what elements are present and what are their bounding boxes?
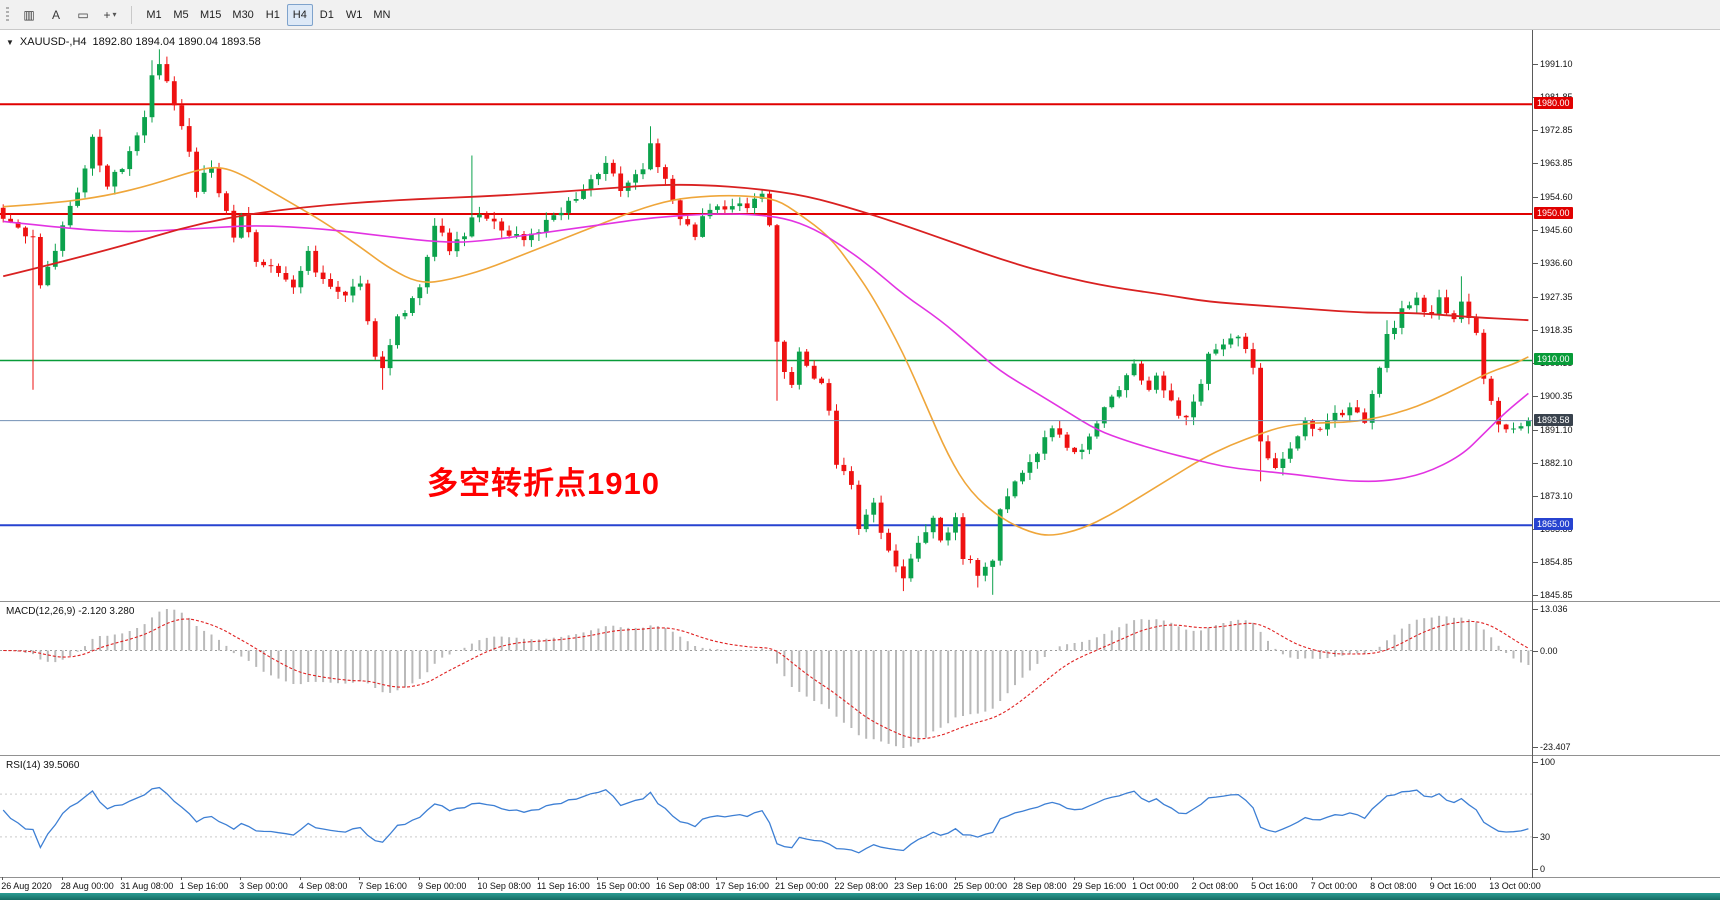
time-tick-label: 5 Oct 16:00 xyxy=(1251,877,1298,891)
price-axis-border xyxy=(1532,30,1533,878)
time-tick-label: 8 Oct 08:00 xyxy=(1370,877,1417,891)
time-tick-label: 31 Aug 08:00 xyxy=(120,877,174,891)
timeframe-button-h1[interactable]: H1 xyxy=(260,4,286,26)
crosshair-icon: + xyxy=(103,7,111,22)
time-tick-label: 28 Aug 00:00 xyxy=(60,877,114,891)
macd-indicator-chart[interactable] xyxy=(0,602,1532,755)
time-tick-label: 4 Sep 08:00 xyxy=(298,877,348,891)
time-tick-label: 9 Oct 16:00 xyxy=(1429,877,1477,891)
chart-bars-icon: ▥ xyxy=(23,7,35,22)
price-tick-label: 1900.35 xyxy=(1533,390,1573,401)
price-tick-label: 1918.35 xyxy=(1533,324,1573,335)
time-tick-label: 1 Sep 16:00 xyxy=(179,877,229,891)
timeframe-button-m30[interactable]: M30 xyxy=(227,4,258,26)
price-tick-label: 1891.10 xyxy=(1533,424,1573,435)
time-tick-label: 3 Sep 00:00 xyxy=(239,877,288,891)
price-tick-label: 1873.10 xyxy=(1533,490,1573,501)
chart-annotation-text[interactable]: 多空转折点1910 xyxy=(427,466,660,501)
current-price-label: 1893.58 xyxy=(1534,413,1573,426)
main-toolbar: ▥ A ▭ + ▾ M1 M5 M15 M30 H1 H4 D1 W1 MN xyxy=(0,0,1720,30)
time-tick-label: 21 Sep 00:00 xyxy=(774,877,829,891)
rsi-indicator-chart[interactable] xyxy=(0,756,1532,877)
rsi-axis-0: 0 xyxy=(1532,864,1546,874)
price-tick-label: 1991.10 xyxy=(1533,58,1573,69)
candlestick-chart[interactable] xyxy=(0,31,1532,601)
macd-axis-min: -23.407 xyxy=(1533,742,1571,752)
time-tick-label: 9 Sep 00:00 xyxy=(417,877,467,891)
time-tick-label: 17 Sep 16:00 xyxy=(715,877,769,891)
timeframe-button-m5[interactable]: M5 xyxy=(168,4,194,26)
toolbar-grip[interactable] xyxy=(6,6,9,23)
timeframe-toolbar: M1 M5 M15 M30 H1 H4 D1 W1 MN xyxy=(141,3,395,26)
rsi-axis-100: 100 xyxy=(1532,757,1556,767)
time-axis-separator xyxy=(0,877,1720,878)
toolbar-separator xyxy=(131,5,132,24)
price-axis[interactable]: 1991.101981.851972.851963.851954.601945.… xyxy=(1532,0,1720,900)
time-tick-label: 15 Sep 00:00 xyxy=(596,877,650,891)
macd-axis-max: 13.036 xyxy=(1533,604,1568,614)
price-tick-label: 1845.85 xyxy=(1533,590,1573,601)
time-axis[interactable]: 26 Aug 2020 28 Aug 00:00 31 Aug 08:00 1 Sep… xyxy=(0,877,1720,893)
price-tick-label: 1972.85 xyxy=(1533,125,1573,136)
object-box-icon-button[interactable]: ▭ xyxy=(71,4,95,26)
chart-macd-separator[interactable] xyxy=(0,601,1720,602)
symbol-timeframe-label: XAUUSD-,H4 xyxy=(19,36,87,48)
ohlc-values: 1892.80 1894.04 1890.04 1893.58 xyxy=(92,36,261,48)
time-tick-label: 22 Sep 08:00 xyxy=(834,877,889,891)
time-tick-label: 10 Sep 08:00 xyxy=(477,877,531,891)
symbol-dropdown-icon[interactable]: ▼ xyxy=(6,37,14,47)
object-box-icon: ▭ xyxy=(77,7,89,22)
hline-price-label: 1910.00 xyxy=(1534,353,1573,366)
timeframe-button-h4[interactable]: H4 xyxy=(286,3,313,26)
price-tick-label: 1954.60 xyxy=(1533,192,1573,203)
chart-bars-icon-button[interactable]: ▥ xyxy=(17,4,41,26)
time-tick-label: 2 Oct 08:00 xyxy=(1191,877,1239,891)
timeframe-button-d1[interactable]: D1 xyxy=(314,4,340,26)
macd-axis-zero: 0.00 xyxy=(1533,645,1558,656)
time-tick-label: 16 Sep 08:00 xyxy=(655,877,710,891)
time-tick-label: 13 Oct 00:00 xyxy=(1489,877,1541,891)
timeframe-button-w1[interactable]: W1 xyxy=(341,4,368,26)
price-tick-label: 1882.10 xyxy=(1533,457,1573,468)
macd-rsi-separator[interactable] xyxy=(0,755,1720,756)
hline-price-label: 1865.00 xyxy=(1534,518,1573,531)
price-tick-label: 1927.35 xyxy=(1533,291,1573,302)
time-tick-label: 1 Oct 00:00 xyxy=(1132,877,1179,891)
time-tick-label: 25 Sep 00:00 xyxy=(953,877,1008,891)
time-tick-label: 23 Sep 16:00 xyxy=(894,877,948,891)
time-tick-label: 11 Sep 16:00 xyxy=(536,877,590,891)
timeframe-button-m15[interactable]: M15 xyxy=(195,4,226,26)
price-tick-label: 1854.85 xyxy=(1533,557,1573,568)
price-tick-label: 1936.60 xyxy=(1533,258,1573,269)
dropdown-caret-icon: ▾ xyxy=(112,10,117,19)
time-tick-label: 29 Sep 16:00 xyxy=(1072,877,1127,891)
text-label-icon-button[interactable]: A xyxy=(44,4,68,26)
time-tick-label: 28 Sep 08:00 xyxy=(1013,877,1067,891)
rsi-indicator-label: RSI(14) 39.5060 xyxy=(6,760,80,771)
text-label-icon: A xyxy=(51,7,60,22)
bottom-status-strip xyxy=(0,893,1720,900)
price-tick-label: 1963.85 xyxy=(1533,158,1573,169)
rsi-axis-30: 30 xyxy=(1532,831,1551,842)
time-tick-label: 7 Sep 16:00 xyxy=(358,877,407,891)
time-tick-label: 26 Aug 2020 xyxy=(1,877,52,891)
hline-price-label: 1980.00 xyxy=(1534,97,1573,110)
hline-price-label: 1950.00 xyxy=(1534,207,1573,220)
time-tick-label: 7 Oct 00:00 xyxy=(1310,877,1358,891)
timeframe-button-m1[interactable]: M1 xyxy=(141,4,167,26)
chart-header: ▼ XAUUSD-,H4 1892.80 1894.04 1890.04 189… xyxy=(6,36,261,48)
price-tick-label: 1945.60 xyxy=(1533,225,1573,236)
crosshair-icon-button[interactable]: + ▾ xyxy=(98,4,122,26)
timeframe-button-mn[interactable]: MN xyxy=(368,4,395,26)
macd-indicator-label: MACD(12,26,9) -2.120 3.280 xyxy=(6,606,135,617)
